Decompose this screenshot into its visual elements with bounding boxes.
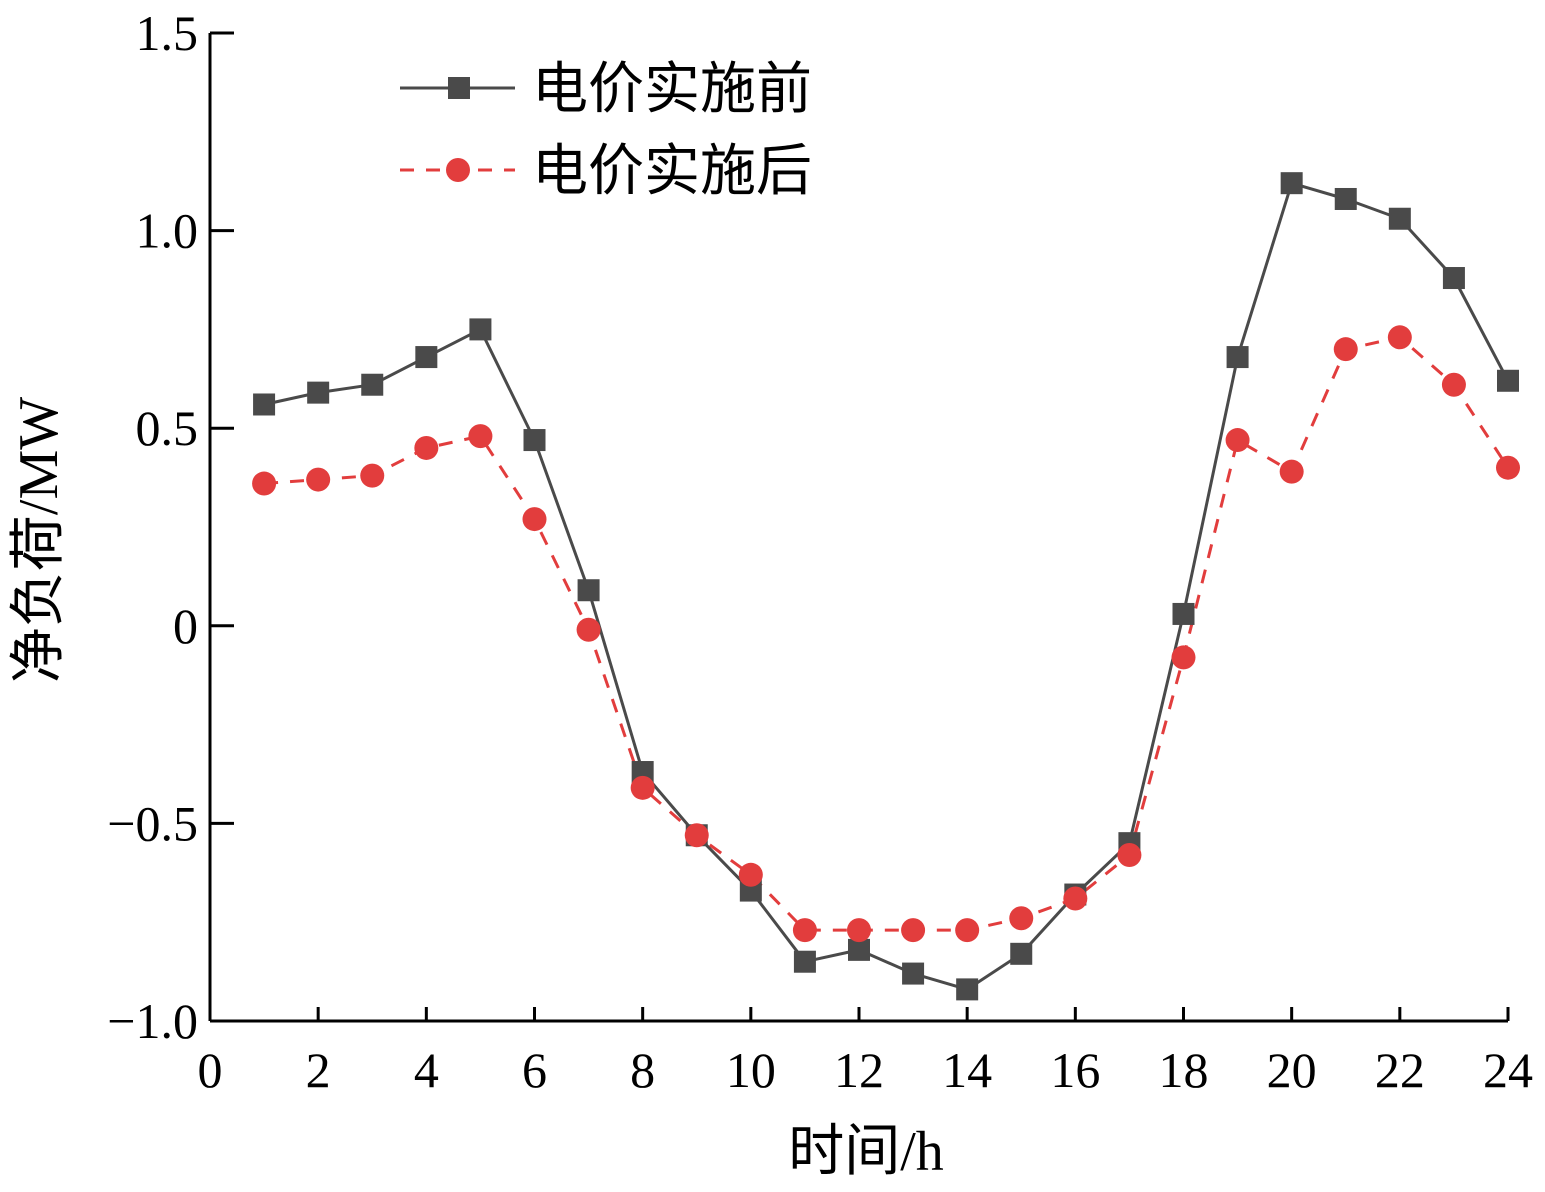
data-point-after	[414, 435, 439, 460]
data-point-after	[1441, 372, 1466, 397]
x-tick-label: 20	[1267, 1042, 1317, 1098]
x-tick-label: 12	[834, 1042, 884, 1098]
data-point-after	[522, 507, 547, 532]
data-point-after	[901, 918, 926, 943]
data-point-before	[1226, 346, 1249, 369]
data-point-before	[1388, 207, 1411, 230]
x-tick-label: 10	[726, 1042, 776, 1098]
x-tick-label: 18	[1159, 1042, 1209, 1098]
data-point-before	[956, 978, 979, 1001]
data-point-after	[1117, 843, 1142, 868]
data-point-after	[792, 918, 817, 943]
legend-label-before: 电价实施前	[532, 59, 812, 121]
data-point-before	[1334, 187, 1357, 210]
data-point-before	[1010, 942, 1033, 965]
data-point-before	[1172, 602, 1195, 625]
y-axis-title: 净负荷/MW	[8, 397, 70, 683]
series-line-after	[263, 335, 1510, 932]
legend-label-after: 电价实施后	[532, 141, 812, 203]
data-point-after	[630, 775, 655, 800]
data-point-before	[577, 579, 600, 602]
data-point-after	[1333, 337, 1358, 362]
y-tick-label: −1.0	[107, 993, 198, 1049]
data-point-after	[576, 617, 601, 642]
data-point-after	[738, 862, 763, 887]
data-point-before	[793, 950, 816, 973]
x-tick-label: 16	[1050, 1042, 1100, 1098]
data-point-after	[1009, 906, 1034, 931]
data-point-after	[1063, 886, 1088, 911]
data-point-after	[252, 471, 277, 496]
legend-item-before: 电价实施前	[400, 59, 812, 121]
data-point-after	[955, 918, 980, 943]
x-tick-label: 6	[522, 1042, 547, 1098]
series-layer	[252, 172, 1520, 1001]
y-tick-label: 1.0	[136, 203, 199, 259]
y-tick-label: 0.5	[136, 400, 199, 456]
data-point-before	[902, 962, 925, 985]
data-point-after	[1171, 645, 1196, 670]
data-point-before	[415, 346, 438, 369]
data-point-before	[1280, 172, 1303, 195]
x-axis-title: 时间/h	[788, 1121, 944, 1183]
x-ticks: 0 2 4 6 8 10 12 14 16 18 20 22 24	[198, 1007, 1533, 1098]
data-point-after	[360, 463, 385, 488]
legend-marker-after	[446, 158, 470, 182]
data-point-before	[1442, 267, 1465, 290]
data-point-before	[469, 318, 492, 341]
x-tick-label: 14	[942, 1042, 992, 1098]
series-line-before	[263, 181, 1510, 991]
y-tick-label: 0	[173, 598, 198, 654]
x-tick-label: 0	[198, 1042, 223, 1098]
y-ticks: 1.5 1.0 0.5 0 −0.5 −1.0	[107, 5, 234, 1049]
axes	[208, 33, 1508, 1023]
x-tick-label: 4	[414, 1042, 439, 1098]
legend: 电价实施前 电价实施后	[400, 59, 812, 203]
legend-item-after: 电价实施后	[400, 141, 812, 203]
data-point-before	[848, 938, 870, 961]
legend-marker-before	[448, 77, 470, 99]
data-point-after	[1279, 459, 1304, 484]
y-tick-label: 1.5	[136, 5, 199, 61]
x-tick-label: 8	[630, 1042, 655, 1098]
data-point-after	[1496, 455, 1520, 480]
data-point-after	[306, 467, 331, 492]
data-point-before	[523, 429, 546, 452]
data-point-before	[307, 381, 330, 404]
data-point-after	[847, 918, 871, 943]
data-point-before	[253, 393, 276, 416]
data-point-before	[1497, 369, 1519, 392]
x-tick-label: 22	[1375, 1042, 1425, 1098]
data-point-after	[468, 424, 493, 449]
y-tick-label: −0.5	[107, 795, 198, 851]
data-point-before	[361, 373, 384, 396]
x-tick-label: 2	[306, 1042, 331, 1098]
x-tick-label: 24	[1483, 1042, 1533, 1098]
data-point-after	[684, 823, 709, 848]
data-point-after	[1225, 428, 1250, 453]
data-point-after	[1387, 325, 1412, 350]
